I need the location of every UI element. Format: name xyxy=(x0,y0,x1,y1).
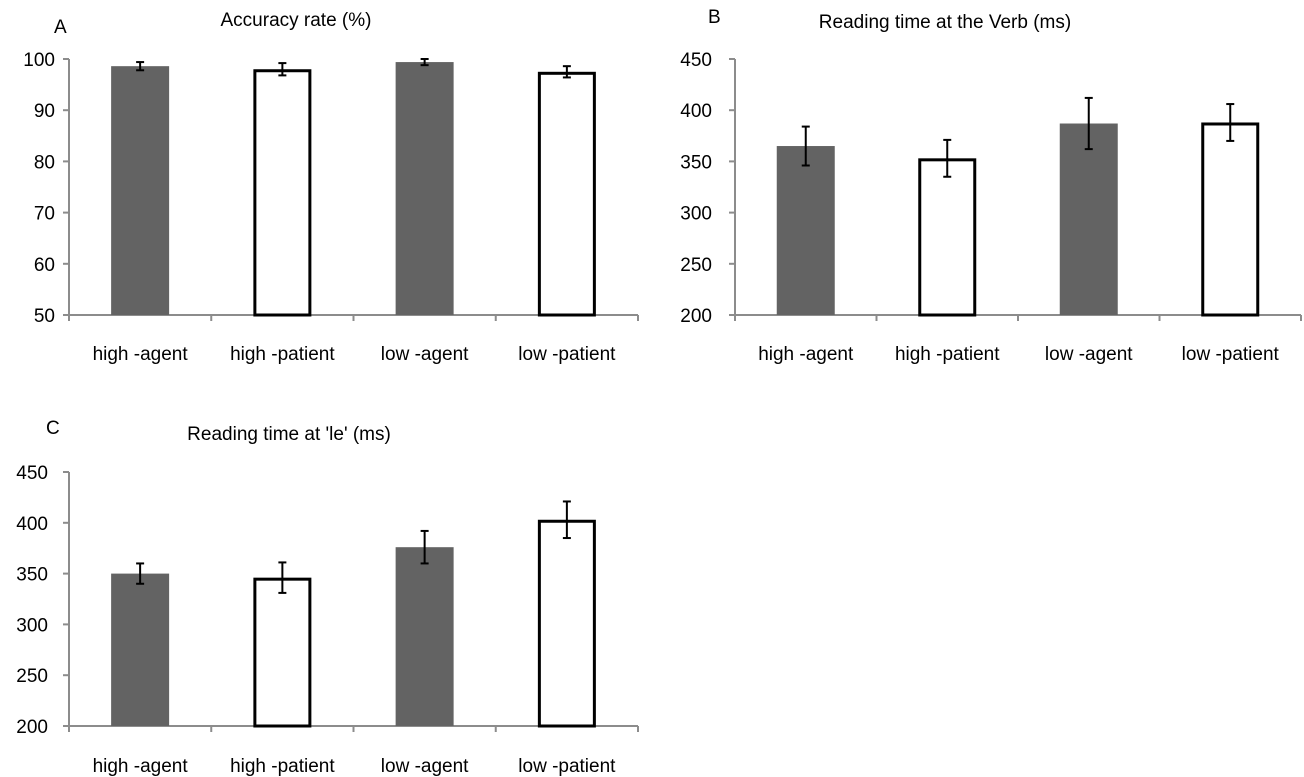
x-category-label: high -agent xyxy=(93,756,189,777)
x-category-label: low -agent xyxy=(381,344,469,365)
panel-c: C Reading time at 'le' (ms) 200 250 300 350 40… xyxy=(16,418,639,777)
x-category-label: high -patient xyxy=(895,344,1000,365)
panel-a: A Accuracy rate (%) 50 60 70 80 90 100 high -age… xyxy=(23,10,639,365)
x-category-label: high -patient xyxy=(230,344,335,365)
panel-b: B Reading time at the Verb (ms) 200 250 300 3… xyxy=(680,7,1302,365)
bar xyxy=(111,573,170,726)
y-tick-label: 90 xyxy=(34,101,55,122)
x-category-label: low -agent xyxy=(381,756,469,777)
y-tick-label: 60 xyxy=(34,255,55,276)
x-category-label: low -patient xyxy=(518,756,616,777)
x-category-label: low -patient xyxy=(1182,344,1280,365)
y-tick-label: 70 xyxy=(34,204,55,225)
bar xyxy=(111,66,170,315)
panel-letter: A xyxy=(54,17,67,38)
y-tick-label: 200 xyxy=(16,717,48,738)
y-tick-label: 450 xyxy=(680,50,712,71)
bar xyxy=(253,577,312,728)
bar xyxy=(1201,122,1260,317)
y-tick-label: 350 xyxy=(16,565,48,586)
y-tick-label: 300 xyxy=(680,204,712,225)
bar xyxy=(253,69,312,317)
bar xyxy=(537,71,596,317)
chart-title: Accuracy rate (%) xyxy=(221,10,372,31)
y-tick-label: 250 xyxy=(680,255,712,276)
y-tick-label: 350 xyxy=(680,152,712,173)
y-tick-label: 450 xyxy=(16,463,48,484)
bar xyxy=(537,519,596,728)
y-tick-label: 50 xyxy=(34,306,55,327)
bar xyxy=(776,146,835,315)
bar xyxy=(918,158,977,317)
y-tick-label: 250 xyxy=(16,666,48,687)
y-tick-label: 80 xyxy=(34,152,55,173)
bar xyxy=(395,547,454,726)
y-tick-label: 100 xyxy=(23,50,55,71)
y-tick-label: 200 xyxy=(680,306,712,327)
x-category-label: low -agent xyxy=(1045,344,1133,365)
y-tick-label: 400 xyxy=(16,514,48,535)
x-category-label: high -agent xyxy=(93,344,189,365)
chart-title: Reading time at the Verb (ms) xyxy=(819,12,1071,33)
bar xyxy=(395,62,454,316)
x-category-label: high -agent xyxy=(758,344,854,365)
x-category-label: high -patient xyxy=(230,756,335,777)
chart-title: Reading time at 'le' (ms) xyxy=(187,424,391,445)
x-category-label: low -patient xyxy=(518,344,616,365)
bar xyxy=(1059,123,1118,316)
y-tick-label: 300 xyxy=(16,615,48,636)
panel-letter: C xyxy=(46,418,60,439)
y-tick-label: 400 xyxy=(680,101,712,122)
panel-letter: B xyxy=(708,7,721,28)
